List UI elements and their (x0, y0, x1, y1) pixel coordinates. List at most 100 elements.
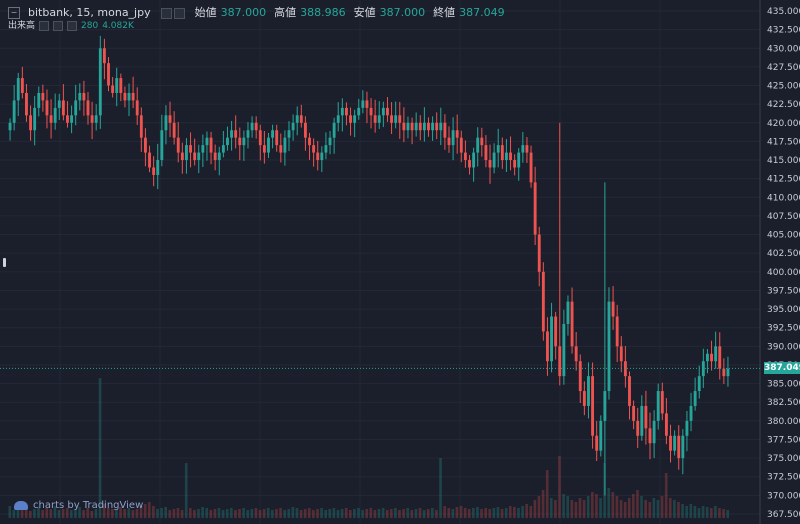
volume-bar (307, 508, 311, 518)
volume-bar (271, 510, 274, 518)
candle-body (349, 115, 352, 123)
volume-bar (599, 498, 602, 518)
candle-body (386, 107, 389, 116)
candle-body (201, 145, 205, 153)
volume-bar (410, 510, 414, 518)
candle-body (57, 100, 61, 108)
volume-bar (111, 509, 114, 518)
volume-bar (197, 509, 200, 518)
candle-body (12, 100, 16, 123)
volume-bar (303, 509, 307, 518)
volume-bar (49, 509, 53, 518)
volume-bar (82, 510, 85, 518)
volume-bar (623, 502, 627, 518)
volume-legend: 出来高 280 4.082K (8, 20, 134, 32)
volume-bar (365, 509, 368, 518)
volume-bar (291, 507, 295, 518)
candle-body (656, 391, 660, 421)
candle-body (431, 122, 435, 131)
candle-body (74, 100, 78, 116)
candle-body (611, 301, 615, 317)
candle-body (267, 137, 270, 153)
candle-body (262, 145, 266, 153)
candle-body (451, 130, 455, 146)
volume-bar (172, 509, 176, 518)
candle-body (209, 137, 213, 153)
settings-icon[interactable] (160, 7, 172, 19)
candle-body (16, 78, 20, 101)
y-tick-label: 410.000 (767, 193, 800, 203)
candle-body (623, 361, 627, 377)
candle-body (628, 376, 631, 406)
volume-bar (385, 510, 389, 518)
volume-bar (574, 502, 578, 518)
candle-body (324, 145, 328, 153)
candle-body (238, 137, 242, 146)
candle-body (681, 435, 685, 459)
volume-bar (467, 509, 471, 518)
candle-body (418, 122, 422, 131)
candle-body (258, 130, 262, 146)
candle-body (119, 78, 123, 93)
candle-body (619, 346, 623, 362)
volume-bar (435, 510, 438, 518)
volume-bar (16, 508, 20, 518)
symbol-label: bitbank, 15, mona_jpy (28, 6, 151, 19)
candle-body (476, 137, 480, 153)
volume-bar (537, 496, 541, 518)
tradingview-watermark[interactable]: charts by TradingView (14, 500, 143, 511)
candle-body (115, 78, 119, 93)
volume-bar (632, 494, 635, 518)
candle-body (25, 92, 28, 116)
candle-body (607, 301, 611, 392)
collapse-icon[interactable]: − (8, 7, 20, 19)
candle-body (213, 152, 217, 161)
volume-bar (258, 510, 262, 518)
candle-body (123, 92, 127, 101)
volume-close-icon[interactable] (67, 21, 78, 31)
candle-body (513, 160, 517, 168)
candle-body (193, 152, 197, 161)
volume-bar (418, 508, 422, 518)
volume-bar (29, 511, 32, 518)
volume-bar (673, 500, 676, 518)
watermark-text: charts by TradingView (33, 500, 144, 511)
open-label: 始値 (194, 6, 217, 19)
volume-bar (480, 509, 483, 518)
volume-bar (168, 510, 172, 518)
candle-body (20, 78, 24, 93)
candle-body (90, 115, 94, 123)
y-tick-label: 382.500 (767, 398, 800, 408)
y-tick-label: 430.000 (767, 44, 800, 54)
high-label: 高値 (274, 6, 297, 19)
volume-bar (615, 496, 619, 518)
volume-settings-icon[interactable] (39, 21, 50, 31)
candle-body (139, 115, 143, 138)
volume-bar (426, 509, 430, 518)
drag-handle[interactable] (3, 258, 6, 267)
volume-bar (8, 506, 12, 518)
volume-bar (266, 508, 270, 518)
eye-icon[interactable] (173, 7, 185, 19)
volume-bar (566, 496, 570, 518)
volume-bar (451, 509, 455, 518)
candle-body (82, 92, 86, 101)
candle-body (152, 167, 156, 175)
candle-body (287, 130, 291, 138)
candle-body (369, 107, 373, 116)
volume-bar (406, 508, 410, 518)
series-buttons (160, 7, 185, 19)
candle-body (566, 301, 570, 324)
candle-body (463, 152, 467, 161)
volume-bar (689, 504, 693, 518)
candle-body (381, 107, 385, 116)
y-tick-label: 425.000 (767, 82, 800, 92)
candle-body (254, 122, 258, 131)
candle-body (340, 107, 344, 116)
volume-bar (492, 508, 496, 518)
volume-bar (447, 508, 451, 518)
volume-eye-icon[interactable] (53, 21, 64, 31)
volume-bar (644, 500, 647, 518)
candle-body (714, 346, 718, 362)
